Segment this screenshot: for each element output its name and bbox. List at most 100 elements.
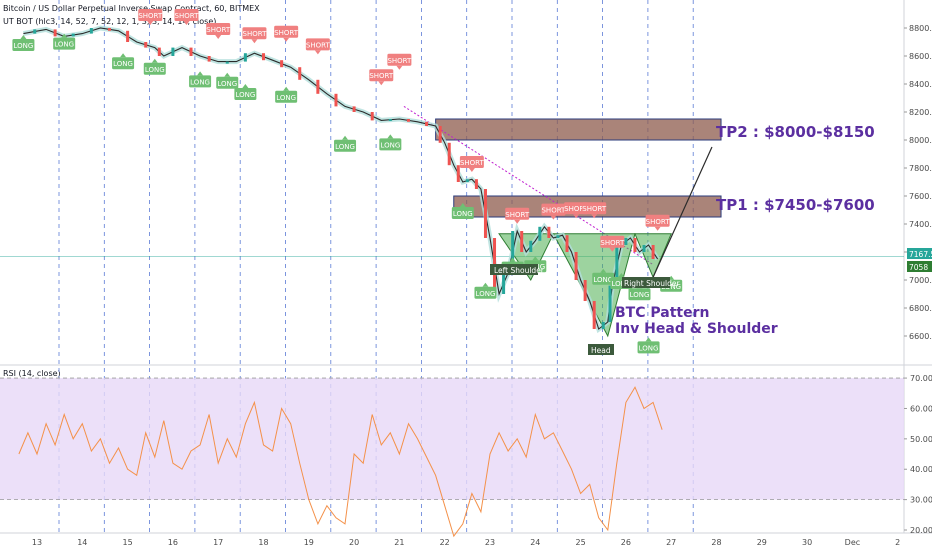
indicator-title: UT BOT (hlc3, 14, 52, 7, 52, 12, 1, 3, 3… bbox=[3, 17, 217, 26]
signal-text: SHORT bbox=[138, 12, 163, 20]
candle bbox=[502, 273, 506, 294]
signal-pointer bbox=[468, 168, 475, 172]
short-signal: SHORT bbox=[459, 156, 485, 172]
signal-pointer bbox=[224, 72, 231, 77]
candle bbox=[189, 47, 193, 56]
candle bbox=[334, 93, 338, 107]
candle bbox=[438, 126, 442, 143]
candle bbox=[511, 231, 515, 273]
signal-text: SHORT bbox=[564, 205, 589, 213]
candle bbox=[601, 322, 605, 329]
signal-box bbox=[474, 286, 497, 299]
tp2-annotation: TP2 : $8000-$8150 bbox=[716, 123, 875, 141]
candle bbox=[316, 79, 320, 94]
time-tick-label: 30 bbox=[802, 538, 812, 547]
signal-pointer bbox=[147, 21, 154, 25]
rsi-tick-label: 50.00 bbox=[910, 435, 932, 444]
signal-box bbox=[242, 27, 267, 40]
candle bbox=[651, 245, 655, 259]
candle bbox=[298, 67, 302, 80]
pattern-subtitle: Inv Head & Shoulder bbox=[615, 321, 778, 337]
time-tick-label: 15 bbox=[123, 538, 133, 547]
short-signal: SHORT bbox=[600, 235, 625, 252]
signal-box bbox=[387, 53, 412, 66]
signal-text: LONG bbox=[54, 41, 74, 49]
long-signal: LONG bbox=[112, 53, 135, 70]
signal-pointer bbox=[120, 53, 127, 58]
signal-pointer bbox=[251, 39, 258, 44]
signal-text: SHORT bbox=[243, 30, 268, 38]
price-tick-label: 8600.00 bbox=[909, 52, 932, 61]
signal-pointer bbox=[618, 273, 625, 277]
candle bbox=[71, 33, 75, 37]
signal-text: SHORT bbox=[646, 218, 671, 226]
short-signal: SHORT bbox=[564, 202, 589, 219]
second-price-tag bbox=[907, 261, 932, 272]
signal-text: SHORT bbox=[175, 12, 200, 20]
long-signal: LONG bbox=[379, 134, 402, 151]
long-signal: LONG bbox=[592, 268, 615, 285]
time-tick-label: 19 bbox=[304, 538, 314, 547]
signal-text: SHORT bbox=[505, 211, 530, 219]
candle bbox=[608, 285, 612, 322]
signal-box bbox=[305, 38, 330, 51]
long-signal: LONG bbox=[474, 282, 497, 299]
time-tick-label: 27 bbox=[666, 538, 676, 547]
signal-pointer bbox=[600, 268, 607, 273]
left-shoulder-label: Left Shoulder bbox=[494, 266, 545, 275]
time-tick-label: 2 bbox=[895, 538, 900, 547]
signal-text: LONG bbox=[335, 143, 355, 151]
time-tick-label: 21 bbox=[394, 538, 404, 547]
signal-pointer bbox=[183, 21, 190, 25]
signal-box bbox=[112, 57, 135, 70]
short-signal: SHORT bbox=[242, 27, 268, 44]
time-tick-label: 25 bbox=[576, 538, 586, 547]
last-price-tag bbox=[907, 248, 932, 259]
signal-box bbox=[541, 203, 566, 216]
price-tick-label: 8000.00 bbox=[909, 136, 932, 145]
rsi-title: RSI (14, close) bbox=[3, 369, 61, 378]
signal-box bbox=[174, 9, 199, 21]
ut-bot-trail bbox=[22, 25, 660, 334]
signal-box bbox=[189, 75, 212, 88]
signal-pointer bbox=[314, 50, 321, 55]
signal-box bbox=[379, 138, 402, 151]
long-signal: LONG bbox=[451, 203, 474, 219]
candle bbox=[370, 112, 374, 121]
short-signal: SHORT bbox=[541, 203, 566, 220]
signal-pointer bbox=[532, 256, 539, 261]
short-signal: SHORT bbox=[387, 53, 412, 70]
signal-pointer bbox=[514, 219, 521, 224]
candle bbox=[171, 47, 175, 56]
short-signal: SHORT bbox=[505, 207, 530, 224]
long-signal: LONG bbox=[12, 35, 35, 51]
rsi-tick-label: 40.00 bbox=[910, 465, 932, 474]
price-line bbox=[23, 27, 659, 330]
candle bbox=[388, 119, 392, 121]
head-tag-bg bbox=[588, 344, 614, 355]
signal-box bbox=[637, 341, 660, 354]
price-tick-label: 8200.00 bbox=[909, 108, 932, 117]
time-tick-label: 20 bbox=[349, 538, 359, 547]
price-series bbox=[22, 25, 660, 334]
price-tick-label: 6600.00 bbox=[909, 332, 932, 341]
signal-text: LONG bbox=[145, 66, 165, 74]
long-signal: LONG bbox=[234, 84, 257, 100]
signal-pointer bbox=[387, 134, 394, 139]
time-tick-label: 14 bbox=[77, 538, 87, 547]
signal-text: SHORT bbox=[206, 26, 231, 34]
time-tick-label: 29 bbox=[757, 538, 767, 547]
candle bbox=[225, 61, 229, 64]
short-signal: SHORT bbox=[305, 38, 331, 55]
candle bbox=[425, 121, 429, 126]
tp-zone-tp2 bbox=[435, 118, 722, 141]
signal-text: LONG bbox=[661, 283, 681, 291]
candle bbox=[352, 106, 356, 112]
candle bbox=[262, 53, 265, 61]
signal-box bbox=[53, 37, 76, 50]
signal-text: SHORT bbox=[460, 159, 485, 167]
candle bbox=[157, 47, 161, 56]
short-signal: SHORT bbox=[274, 25, 299, 42]
signal-text: SHORT bbox=[369, 72, 394, 80]
